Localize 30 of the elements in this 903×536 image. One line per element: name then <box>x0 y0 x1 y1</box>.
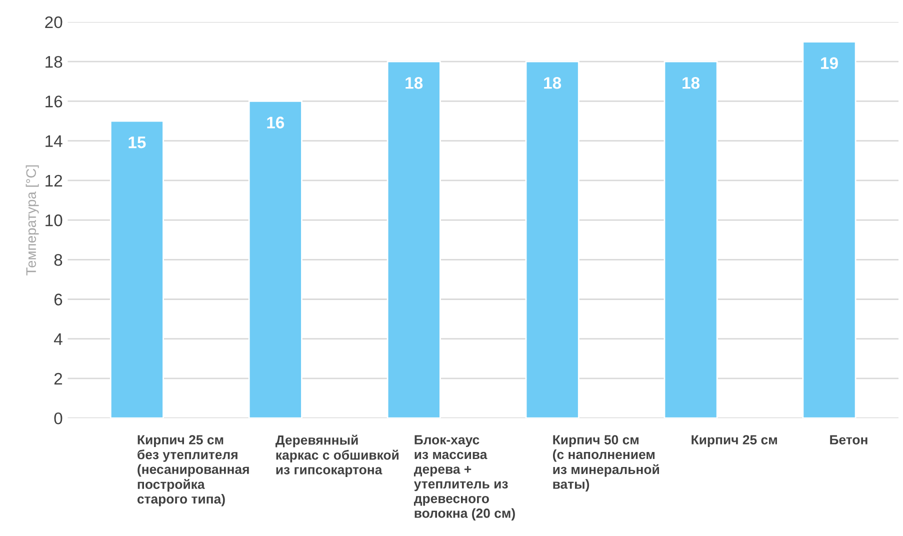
y-tick-label: 0 <box>54 412 62 424</box>
y-axis-title: Температура [°C] <box>26 165 39 276</box>
bar <box>664 60 718 418</box>
y-tick-label: 12 <box>46 174 62 186</box>
y-tick-label: 10 <box>46 214 62 226</box>
bar <box>110 120 164 418</box>
y-tick-label: 6 <box>54 294 62 306</box>
y-tick-label: 4 <box>54 333 62 345</box>
y-tick-label: 16 <box>46 96 62 108</box>
x-tick-label: Кирпич 50 см (с наполнением из минеральной ваты) <box>552 435 659 492</box>
bar <box>248 100 302 418</box>
x-tick-label: Блок-хаус из массива дерева + утеплитель из древесного волокна (20 см) <box>414 435 515 520</box>
data-label: 19 <box>821 57 838 70</box>
x-tick-label: Кирпич 25 см <box>692 435 777 448</box>
data-label: 15 <box>128 136 146 148</box>
bar <box>802 41 856 418</box>
x-tick-label: Кирпич 25 см без утеплителя (несанированная постройка старого типа) <box>137 435 249 506</box>
x-tick-label: Бетон <box>830 435 868 444</box>
y-tick-label: 18 <box>46 56 62 68</box>
y-tick-label: 2 <box>54 372 62 385</box>
y-tick-label: 14 <box>46 135 62 147</box>
y-tick-label: 20 <box>45 16 62 28</box>
data-label: 18 <box>544 77 562 89</box>
y-tick-label: 8 <box>54 254 62 266</box>
data-label: 16 <box>267 116 284 128</box>
bar <box>386 60 441 418</box>
bar <box>525 60 580 418</box>
data-label: 18 <box>682 77 700 89</box>
x-tick-label: Деревянный каркас с обшивкой из гипсокартона <box>276 434 398 478</box>
data-label: 18 <box>406 77 423 89</box>
